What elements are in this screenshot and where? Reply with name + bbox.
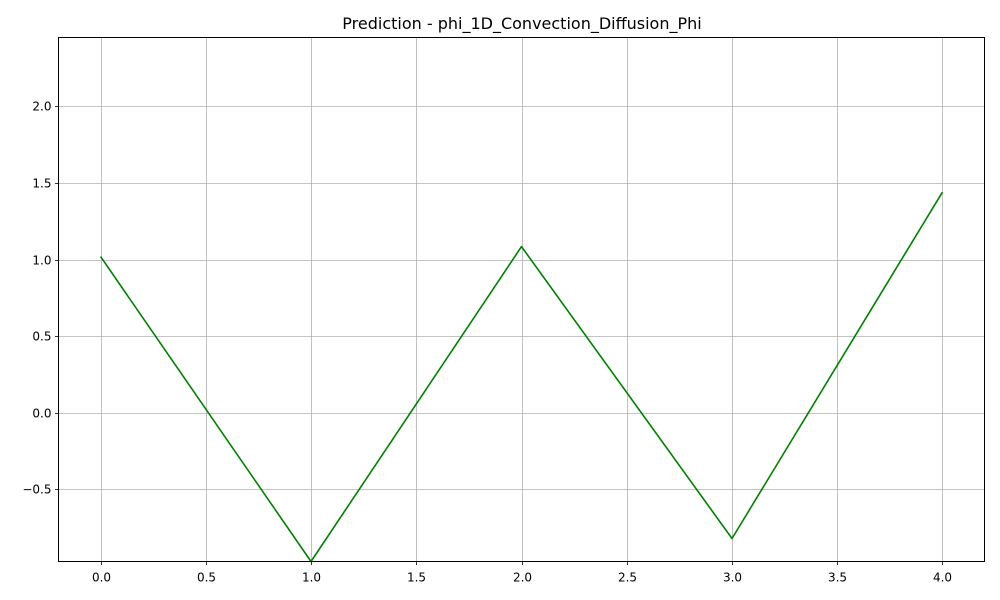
y-axis: −0.5 0.0 0.5 1.0 1.5 2.0 bbox=[22, 100, 59, 497]
x-tick-label: 0.5 bbox=[197, 571, 216, 585]
y-tick-label: 2.0 bbox=[32, 100, 51, 114]
x-axis: 0.0 0.5 1.0 1.5 2.0 2.5 3.0 3.5 4.0 bbox=[92, 561, 952, 585]
plot-area-frame bbox=[58, 37, 985, 562]
y-tick-label: −0.5 bbox=[22, 483, 51, 497]
x-tick-label: 1.0 bbox=[302, 571, 321, 585]
x-tick-label: 1.5 bbox=[407, 571, 426, 585]
chart-title: Prediction - phi_1D_Convection_Diffusion… bbox=[342, 14, 701, 34]
grid-lines bbox=[58, 37, 985, 562]
y-tick-label: 0.5 bbox=[32, 330, 51, 344]
x-tick-label: 2.5 bbox=[618, 571, 637, 585]
y-tick-label: 0.0 bbox=[32, 407, 51, 421]
x-tick-label: 4.0 bbox=[933, 571, 952, 585]
y-tick-label: 1.0 bbox=[32, 254, 51, 268]
x-tick-label: 0.0 bbox=[92, 571, 111, 585]
y-tick-label: 1.5 bbox=[32, 177, 51, 191]
series-line-0 bbox=[99, 191, 944, 563]
x-tick-label: 2.0 bbox=[513, 571, 532, 585]
x-tick-label: 3.5 bbox=[828, 571, 847, 585]
series-layer bbox=[99, 191, 944, 563]
x-tick-label: 3.0 bbox=[723, 571, 742, 585]
